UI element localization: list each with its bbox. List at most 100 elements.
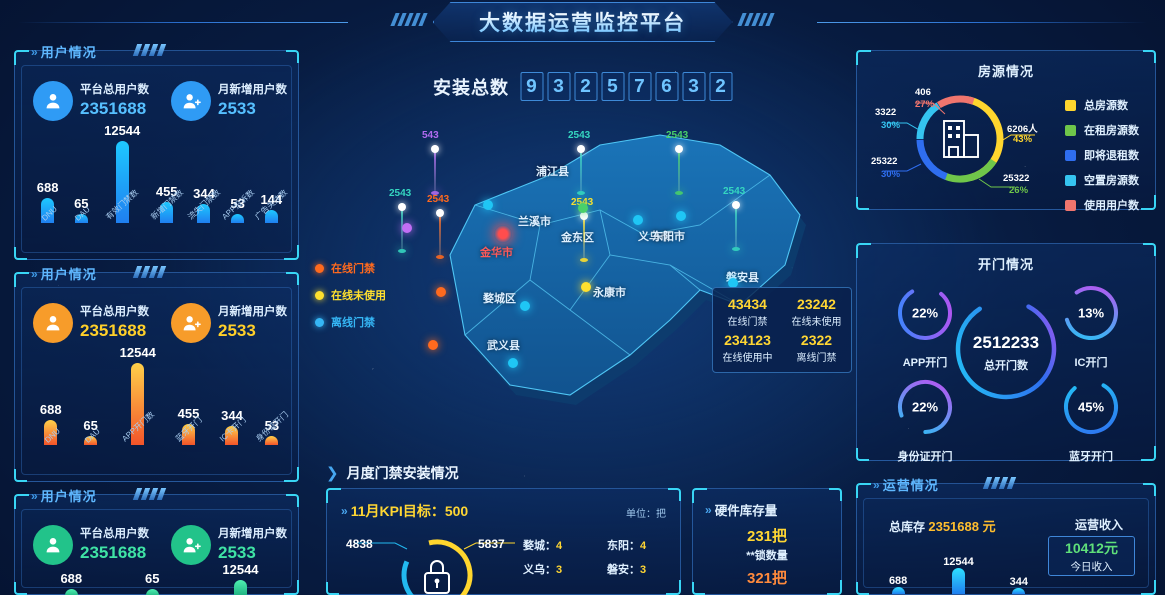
map-stat-label: 离线门禁	[796, 353, 837, 364]
housing-callout-percent: 26%	[1009, 185, 1029, 196]
housing-callout-value: 25322	[871, 156, 898, 167]
kpi-value: 2351688	[80, 542, 147, 562]
housing-callout-value: 6206人	[1007, 124, 1038, 135]
panel-title-text: 用户情况	[40, 267, 97, 282]
install-digit: 5	[601, 72, 624, 101]
map-region-jinhua[interactable]: 在线门禁在线未使用离线门禁 兰溪市 浦江县金东区金华市婺城区 义乌市 东阳市永康市武义…	[300, 105, 860, 460]
monthly-city-name: 婺城：	[523, 540, 556, 552]
map-pin-head	[675, 145, 683, 153]
map-city-label[interactable]: 金华市	[480, 247, 513, 259]
map-pin-value: 2543	[389, 188, 412, 199]
kpi-total-users: 平台总用户数 2351688	[33, 525, 149, 565]
panel-title-housing: 房源情况	[977, 64, 1034, 79]
section-title-monthly: ❯ 月度门禁安装情况	[326, 463, 459, 483]
monthly-donut-left-value: 4838	[346, 537, 373, 551]
user-icon	[33, 81, 73, 121]
housing-legend-item[interactable]: 使用用户数	[1065, 197, 1139, 213]
ring-bluetooth-open: 45% 蓝牙开门	[1051, 374, 1131, 464]
housing-legend-item[interactable]: 总房源数	[1065, 97, 1139, 113]
housing-callout-value: 406	[915, 87, 931, 98]
map-pin[interactable]: 2543	[427, 194, 449, 259]
map-legend-item[interactable]: 离线门禁	[315, 314, 386, 330]
bar-value: 688	[36, 180, 59, 195]
map-city-label[interactable]: 兰溪市	[518, 216, 551, 228]
monthly-kpi-title: » 11月KPI目标：500	[341, 501, 468, 521]
map-city-label[interactable]: 义乌市	[638, 231, 671, 243]
bar-value: 144	[260, 192, 283, 207]
map-legend-label: 在线门禁	[331, 263, 375, 275]
housing-legend-item[interactable]: 即将退租数	[1065, 147, 1139, 163]
install-digit: 3	[547, 72, 570, 101]
dashboard-title-text: 大数据运营监控平台	[479, 7, 686, 37]
kpi-label: 平台总用户数	[80, 84, 149, 97]
map-glow-dot	[402, 223, 412, 233]
ring-app-open: 22% APP开门	[885, 280, 965, 370]
bar-value: 688	[888, 575, 908, 587]
map-pin-base	[577, 191, 585, 195]
panel-deco-bars-icon	[132, 44, 167, 56]
map-pin-head	[732, 201, 740, 209]
map-stat-cell: 23242 在线未使用	[782, 296, 851, 328]
map-legend-item[interactable]: 在线未使用	[315, 287, 386, 303]
map-glow-dot	[483, 200, 493, 210]
housing-legend-item[interactable]: 在租房源数	[1065, 122, 1139, 138]
bar-shape	[74, 214, 88, 223]
bar-shape	[115, 141, 129, 223]
chevron-right-icon: »	[31, 44, 37, 59]
kpi-value: 2533	[218, 320, 256, 340]
map-stat-label: 在线使用中	[722, 353, 773, 364]
bar-column: 344 流失门禁数	[186, 123, 222, 223]
bar-column: 65 DAU	[74, 123, 92, 223]
map-city-label[interactable]: 永康市	[593, 287, 626, 299]
panel-title-user-orange: » 用户情况	[31, 264, 97, 283]
housing-callout-percent: 43%	[1013, 134, 1033, 145]
dashboard-header: 大数据运营监控平台	[0, 0, 1165, 46]
map-city-label[interactable]: 婺城区	[483, 293, 516, 305]
map-pin-head	[398, 203, 406, 211]
header-rule-right	[817, 22, 1147, 23]
map-pin-value: 2543	[666, 130, 689, 141]
panel-monthly-kpi: » 11月KPI目标：500 单位：把 4838 5837 婺城：4 东阳：4 义乌…	[326, 488, 681, 595]
map-pin[interactable]: 2543	[568, 130, 590, 195]
bar-shape	[197, 204, 211, 223]
map-glow-dot	[633, 215, 643, 225]
bar-value: 65	[83, 418, 98, 433]
bar-shape	[145, 589, 159, 595]
map-city-label[interactable]: 金东区	[561, 232, 594, 244]
map-legend-item[interactable]: 在线门禁	[315, 260, 386, 276]
ring-id-open: 22% 身份证开门	[885, 374, 965, 464]
map-city-label[interactable]: 浦江县	[536, 166, 569, 178]
housing-legend-item[interactable]: 空置房源数	[1065, 172, 1139, 188]
map-pin-value: 2543	[568, 130, 591, 141]
bar-value: 12544	[222, 562, 259, 577]
map-legend: 在线门禁在线未使用离线门禁	[315, 260, 386, 341]
legend-swatch-icon	[1065, 99, 1076, 111]
map-pin-value: 2543	[571, 197, 593, 208]
bar-column: 688	[889, 542, 907, 594]
map-pin-head	[436, 209, 444, 217]
map-glow-dot	[520, 301, 530, 311]
map-pin-stem	[583, 212, 585, 258]
map-city-label[interactable]: 武义县	[487, 340, 520, 352]
bar-value: 688	[60, 571, 83, 586]
panel-door: 开门情况 22% APP开门 13% IC开门 22% 身份证开门 45% 蓝牙…	[856, 243, 1156, 464]
panel-user-green: » 用户情况 平台总用户数 2351688 月新增用户数 2533 688 65 1…	[14, 488, 299, 595]
map-pin[interactable]: 2543	[723, 186, 745, 251]
housing-legend-label: 使用用户数	[1084, 200, 1139, 212]
map-pin-stem	[735, 201, 737, 247]
map-pin[interactable]: 543	[422, 130, 439, 195]
monthly-city-item: 磐安：3	[607, 561, 677, 577]
ring-percent: 45%	[1077, 399, 1105, 415]
hardware-value-1: 231把	[746, 528, 788, 545]
ring-ic-open: 13% IC开门	[1051, 280, 1131, 370]
map-glow-dot	[436, 287, 446, 297]
map-stat-cell: 234123 在线使用中	[713, 332, 782, 364]
bar-chart-user-green: 688 65 12544	[29, 562, 290, 595]
map-pin-base	[732, 247, 740, 251]
map-pin[interactable]: 2543	[666, 130, 688, 195]
map-pin[interactable]: 2543	[571, 197, 593, 262]
map-stat-cell: 43434 在线门禁	[713, 296, 782, 328]
map-city-label[interactable]: 东阳市	[652, 231, 685, 243]
map-stat-value: 2322	[800, 332, 833, 348]
install-total-label: 安装总数	[433, 77, 509, 98]
